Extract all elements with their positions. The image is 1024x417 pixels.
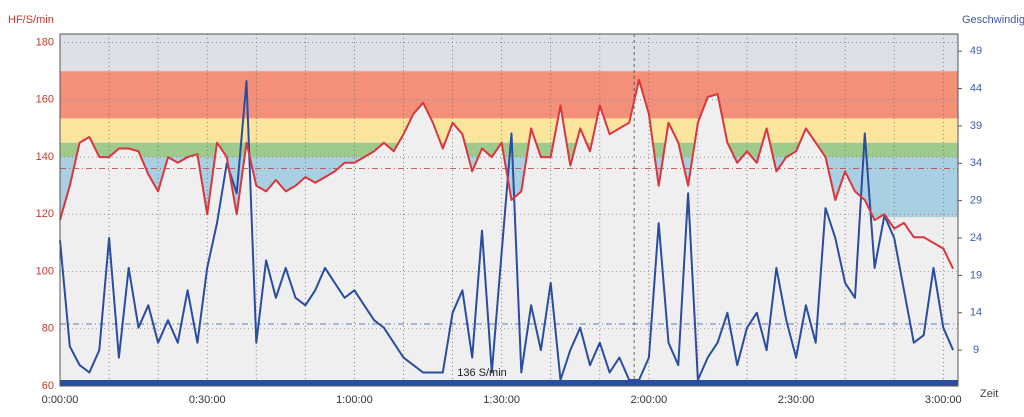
y-tick-label: 120: [36, 208, 54, 220]
x-tick-label: 3:00:00: [925, 394, 962, 406]
x-tick-label: 1:30:00: [483, 394, 520, 406]
y2-tick-label: 49: [970, 45, 982, 57]
y2-axis-label: Geschwindig: [962, 14, 1024, 26]
y2-tick-label: 29: [970, 195, 982, 207]
hr-area: [60, 79, 954, 386]
y2-tick-label: 9: [973, 344, 979, 356]
y2-tick-label: 14: [970, 307, 982, 319]
y2-tick-label: 34: [970, 157, 982, 169]
series-line: [59, 80, 955, 381]
x-tick-label: 0:00:00: [42, 394, 79, 406]
x-tick-label: 0:30:00: [189, 394, 226, 406]
y-tick-label: 100: [36, 265, 54, 277]
x-axis-label: Zeit: [980, 388, 998, 400]
y-tick-label: 80: [42, 323, 54, 335]
x-tick-label: 1:00:00: [336, 394, 373, 406]
bottom-band: [60, 380, 958, 386]
y2-tick-label: 44: [970, 82, 982, 94]
series-line: [59, 78, 954, 270]
x-tick-label: 2:00:00: [631, 394, 668, 406]
y2-tick-label: 24: [970, 232, 982, 244]
hr-zone: [60, 71, 958, 119]
hr-zone: [60, 34, 958, 72]
plot-frame: [59, 33, 959, 387]
y-tick-label: 60: [42, 380, 54, 392]
annotation: 136 S/min: [457, 367, 507, 379]
y-tick-label: 140: [36, 151, 54, 163]
y2-tick-label: 19: [970, 269, 982, 281]
y2-tick-label: 39: [970, 120, 982, 132]
hr-zone: [60, 118, 958, 143]
y-tick-label: 180: [36, 36, 54, 48]
x-tick-label: 2:30:00: [778, 394, 815, 406]
y-axis-label: HF/S/min: [8, 14, 54, 26]
y-tick-label: 160: [36, 94, 54, 106]
